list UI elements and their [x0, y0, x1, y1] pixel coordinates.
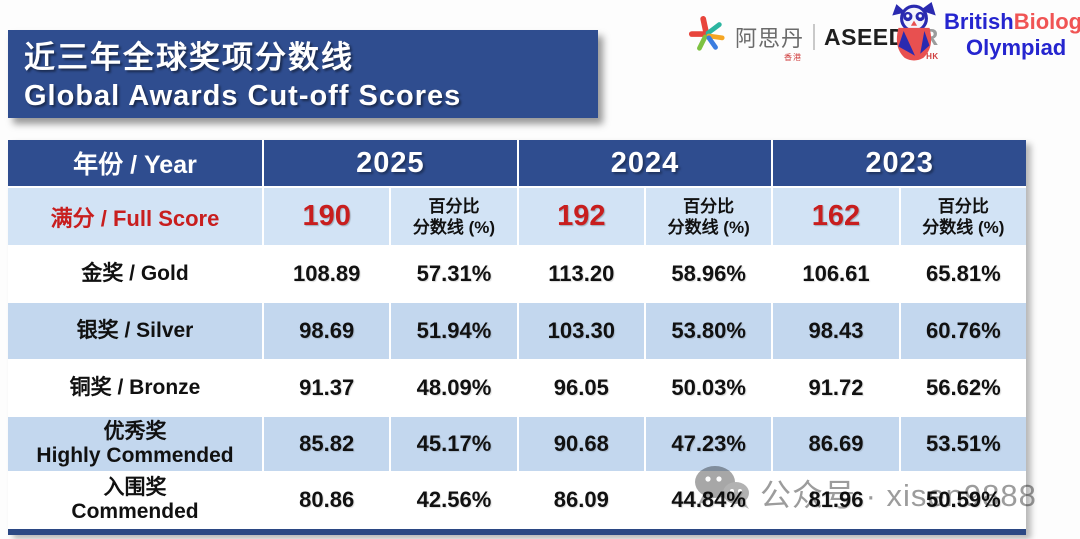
award-label-line1: 铜奖 / Bronze — [69, 376, 201, 399]
pct-header-2024: 百分比 分数线 (%) — [646, 188, 772, 245]
table-cell: 50.59% — [900, 473, 1026, 527]
table-cell: 65.81% — [900, 247, 1026, 301]
asdan-name-cn-sub: 香港 — [784, 53, 803, 62]
asdan-name-cn-text: 阿思丹 — [735, 26, 805, 51]
full-score-2024: 192 — [518, 188, 644, 245]
asdan-asterisk-icon — [688, 15, 726, 59]
award-label-bronze: 铜奖 / Bronze — [8, 361, 262, 415]
table-cell: 56.62% — [900, 361, 1026, 415]
pct-header-line1: 百分比 — [428, 196, 480, 216]
pct-header-2025: 百分比 分数线 (%) — [391, 188, 517, 245]
table-cell: 86.69 — [773, 417, 899, 471]
table-cell: 48.09% — [391, 361, 517, 415]
pct-header-line1: 百分比 — [683, 196, 735, 216]
table-cell: 51.94% — [391, 303, 517, 359]
header-year-label: 年份 / Year — [8, 140, 262, 186]
table-cell: 90.68 — [518, 417, 644, 471]
full-score-2025: 190 — [264, 188, 390, 245]
award-label-line1: 优秀奖 — [103, 420, 167, 443]
aseeder-main-text: ASEED — [824, 23, 906, 50]
award-label-line2: Commended — [71, 500, 199, 523]
award-label-silver: 银奖 / Silver — [8, 303, 262, 359]
table-cell: 53.80% — [646, 303, 772, 359]
header-year-2023: 2023 — [773, 140, 1026, 186]
award-label-commended: 入围奖 Commended — [8, 473, 262, 527]
header-year-2025: 2025 — [264, 140, 517, 186]
table-cell: 50.03% — [646, 361, 772, 415]
table-cell: 60.76% — [900, 303, 1026, 359]
bbo-line1: BritishBiology — [944, 9, 1080, 35]
bbo-logo: BritishBiology Olympiad — [888, 2, 1080, 67]
pct-header-line2: 分数线 (%) — [922, 217, 1005, 237]
pct-header-2023: 百分比 分数线 (%) — [900, 188, 1026, 245]
bbo-wordmark: BritishBiology Olympiad — [944, 9, 1080, 61]
table-cell: 47.23% — [646, 417, 772, 471]
bbo-word-biology: Biology — [1013, 8, 1080, 34]
logo-divider — [813, 24, 816, 50]
award-label-line1: 入围奖 — [103, 476, 167, 499]
table-cell: 85.82 — [264, 417, 390, 471]
table-cell: 44.84% — [646, 473, 772, 527]
table-cell: 103.30 — [518, 303, 644, 359]
page-title-zh: 近三年全球奖项分数线 — [24, 40, 354, 75]
table-bottom-border — [8, 529, 1026, 535]
title-banner: 近三年全球奖项分数线 Global Awards Cut-off Scores — [8, 30, 598, 118]
pct-header-line2: 分数线 (%) — [412, 217, 496, 237]
full-score-label: 满分 / Full Score — [8, 188, 262, 245]
table-cell: 86.09 — [518, 473, 644, 527]
table-cell: 98.69 — [264, 303, 390, 359]
aseeder-hk-text: HK — [926, 51, 939, 61]
award-label-line1: 银奖 / Silver — [76, 319, 194, 342]
award-label-highly-commended: 优秀奖 Highly Commended — [8, 417, 262, 471]
award-label-gold: 金奖 / Gold — [8, 247, 262, 301]
table-cell: 53.51% — [900, 417, 1026, 471]
table-cell: 98.43 — [773, 303, 899, 359]
table-cell: 80.86 — [264, 473, 390, 527]
table-cell: 42.56% — [391, 473, 517, 527]
pct-header-line2: 分数线 (%) — [667, 217, 750, 237]
table-cell: 45.17% — [391, 417, 517, 471]
award-label-line2: Highly Commended — [36, 444, 234, 467]
asdan-name-cn: 阿思丹 香港 — [735, 21, 805, 62]
header-year-2024: 2024 — [518, 140, 772, 186]
bbo-owl-icon — [888, 2, 940, 67]
scores-table: 年份 / Year 2025 2024 2023 满分 / Full Score… — [8, 140, 1026, 535]
award-label-line1: 金奖 / Gold — [81, 262, 189, 285]
pct-header-line1: 百分比 — [937, 196, 989, 216]
table-cell: 58.96% — [646, 247, 772, 301]
table-cell: 108.89 — [264, 247, 390, 301]
table-cell: 57.31% — [391, 247, 517, 301]
bbo-word-british: British — [944, 8, 1014, 34]
table-cell: 91.37 — [264, 361, 390, 415]
table-cell: 106.61 — [773, 247, 899, 301]
table-cell: 96.05 — [518, 361, 644, 415]
page-title-en: Global Awards Cut-off Scores — [24, 80, 462, 112]
table-cell: 113.20 — [518, 247, 644, 301]
bbo-word-olympiad: Olympiad — [966, 34, 1067, 60]
table-cell: 81.96 — [773, 473, 899, 527]
table-cell: 91.72 — [773, 361, 899, 415]
full-score-2023: 162 — [773, 188, 899, 245]
